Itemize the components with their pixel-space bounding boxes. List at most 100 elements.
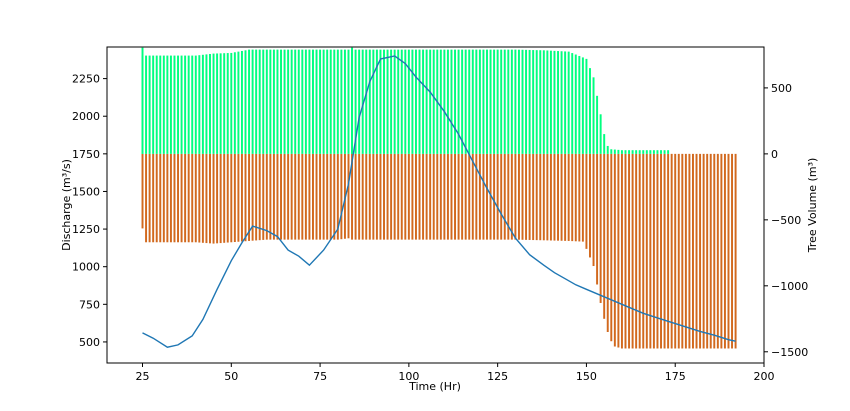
- x-tick-label: 175: [665, 370, 686, 383]
- y-left-tick-label: 2250: [72, 73, 100, 86]
- tree-volume-bar-negative: [180, 153, 183, 243]
- tree-volume-bar-negative: [486, 153, 488, 240]
- tree-volume-bar-negative: [599, 153, 602, 303]
- tree-volume-bar-negative: [503, 153, 506, 240]
- tree-volume-bar-negative: [333, 153, 336, 240]
- tree-volume-bar-positive: [617, 149, 620, 154]
- tree-volume-bar-negative: [720, 153, 723, 349]
- tree-volume-bar-negative: [670, 153, 673, 349]
- x-tick-label: 50: [224, 370, 238, 383]
- tree-volume-bar-positive: [209, 53, 211, 154]
- tree-volume-bar-positive: [198, 55, 201, 154]
- y-left-tick-label: 1500: [72, 185, 100, 198]
- y-right-tick-label: −500: [771, 214, 801, 227]
- tree-volume-bar-positive: [255, 49, 258, 154]
- y-left-tick-label: 1250: [72, 223, 100, 236]
- tree-volume-bar-positive: [624, 150, 627, 154]
- tree-volume-bar-negative: [166, 153, 169, 243]
- x-tick-label: 200: [754, 370, 775, 383]
- tree-volume-bar-positive: [280, 49, 282, 154]
- tree-volume-bar-negative: [510, 153, 513, 240]
- tree-volume-bar-negative: [383, 153, 385, 240]
- tree-volume-bar-positive: [351, 47, 354, 154]
- tree-volume-bar-positive: [553, 50, 556, 154]
- tree-volume-bar-negative: [368, 153, 371, 240]
- x-axis: 25 50 75 100 125 150 175 200: [136, 363, 775, 383]
- tree-volume-bar-negative: [532, 153, 535, 241]
- tree-volume-bar-positive: [443, 49, 446, 154]
- tree-volume-bar-negative: [230, 153, 233, 243]
- tree-volume-bar-negative: [283, 153, 286, 240]
- tree-volume-bar-negative: [308, 153, 311, 240]
- y-left-tick-label: 1000: [72, 261, 100, 274]
- tree-volume-bar-negative: [209, 153, 211, 244]
- tree-volume-bar-negative: [649, 153, 652, 349]
- tree-volume-bar-negative: [351, 153, 354, 240]
- tree-volume-bar-positive: [375, 49, 378, 154]
- tree-volume-bar-positive: [564, 51, 567, 154]
- tree-volume-bar-negative: [347, 153, 350, 239]
- tree-volume-bar-negative: [500, 153, 503, 240]
- tree-volume-bar-negative: [663, 153, 666, 349]
- tree-volume-bar-negative: [585, 153, 588, 249]
- tree-volume-bar-negative: [418, 153, 421, 240]
- tree-volume-bar-negative: [535, 153, 538, 241]
- tree-volume-bar-negative: [141, 153, 144, 229]
- tree-volume-bar-negative: [514, 153, 517, 240]
- tree-volume-bar-negative: [280, 153, 282, 240]
- tree-volume-bar-negative: [489, 153, 492, 240]
- tree-volume-bar-positive: [546, 50, 549, 154]
- y-left-tick-label: 500: [79, 336, 100, 349]
- tree-volume-bar-negative: [173, 153, 176, 243]
- tree-volume-bar-positive: [383, 49, 385, 154]
- tree-volume-bar-negative: [272, 153, 275, 240]
- y-axis-left: 500 750 1000 1250 1500 1750 2000 2250: [72, 73, 107, 349]
- tree-volume-bar-negative: [159, 153, 162, 243]
- tree-volume-bar-negative: [603, 153, 606, 319]
- tree-volume-bar-negative: [187, 153, 190, 243]
- tree-volume-bar-positive: [297, 49, 300, 154]
- tree-volume-bar-negative: [688, 153, 691, 349]
- tree-volume-bar-negative: [574, 153, 577, 242]
- tree-volume-bar-positive: [287, 49, 290, 154]
- tree-volume-bar-negative: [652, 153, 655, 349]
- tree-volume-bar-negative: [457, 153, 460, 240]
- tree-volume-bar-positive: [272, 49, 275, 154]
- tree-volume-bar-negative: [471, 153, 474, 240]
- tree-volume-bar-negative: [709, 153, 712, 349]
- x-tick-label: 25: [136, 370, 150, 383]
- tree-volume-bar-negative: [169, 153, 172, 243]
- tree-volume-bar-negative: [319, 153, 322, 240]
- tree-volume-bar-negative: [628, 153, 631, 349]
- tree-volume-bar-negative: [553, 153, 556, 241]
- tree-volume-bar-positive: [294, 49, 297, 154]
- tree-volume-bar-negative: [216, 153, 219, 244]
- tree-volume-bar-negative: [493, 153, 496, 240]
- tree-volume-bar-negative: [727, 153, 730, 349]
- tree-volume-bar-negative: [549, 153, 552, 241]
- tree-volume-bar-negative: [191, 153, 194, 243]
- tree-volume-bar-negative: [386, 153, 389, 240]
- tree-volume-bar-positive: [219, 53, 222, 154]
- tree-volume-bar-negative: [212, 153, 215, 244]
- tree-volume-bar-positive: [660, 150, 662, 154]
- tree-volume-bar-positive: [461, 49, 464, 154]
- tree-volume-bar-positive: [326, 49, 329, 154]
- tree-volume-bar-positive: [642, 150, 645, 154]
- tree-volume-bar-negative: [248, 153, 251, 241]
- tree-volume-bar-positive: [265, 49, 268, 154]
- tree-volume-bar-positive: [422, 49, 425, 154]
- tree-volume-bar-negative: [461, 153, 464, 240]
- tree-volume-bar-negative: [315, 153, 318, 240]
- tree-volume-bar-negative: [162, 153, 165, 243]
- tree-volume-bar-negative: [219, 153, 222, 244]
- x-axis-title: Time (Hr): [408, 380, 461, 393]
- plot-frame: [106, 46, 765, 364]
- tree-volume-bar-negative: [422, 153, 425, 240]
- tree-volume-bar-positive: [258, 49, 261, 154]
- tree-volume-bar-positive: [212, 53, 215, 154]
- tree-volume-bar-negative: [407, 153, 410, 240]
- tree-volume-bar-positive: [457, 49, 460, 154]
- tree-volume-bar-negative: [432, 153, 435, 240]
- tree-volume-bar-positive: [201, 54, 204, 154]
